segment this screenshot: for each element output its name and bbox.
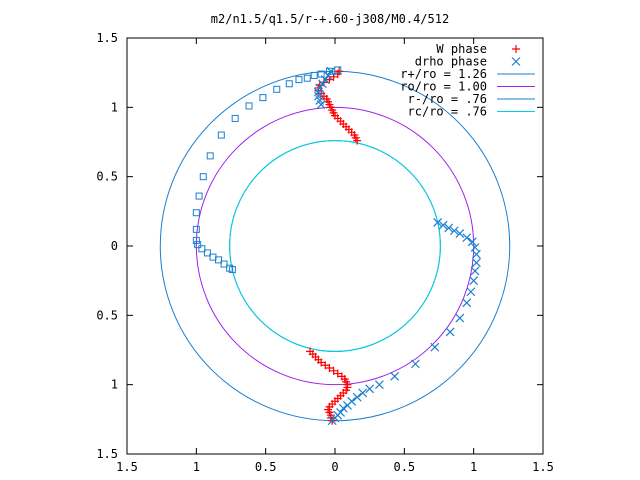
square-point	[303, 74, 311, 82]
drho-phase-point	[472, 249, 481, 259]
legend-marker-sample	[512, 45, 520, 53]
drho-phase-point	[438, 220, 448, 230]
w-phase-point	[333, 369, 342, 378]
legend-label: r-/ro = .76	[408, 92, 487, 106]
w-phase-point	[325, 364, 334, 373]
drho-phase-point	[358, 388, 368, 398]
y-tick-label: 0.5	[96, 170, 118, 184]
square-point	[206, 152, 214, 160]
square-point	[192, 209, 200, 217]
w-phase-point	[329, 366, 338, 375]
drho-phase-point	[466, 287, 476, 297]
legend-label: rc/ro = .76	[408, 105, 487, 119]
drho-phase-point	[433, 218, 443, 227]
reference-circle	[229, 140, 441, 352]
legend-label: W phase	[436, 42, 487, 56]
drho-phase-point	[323, 71, 333, 80]
drho-phase-point	[374, 380, 384, 390]
square-point	[295, 76, 303, 84]
y-tick-label: 1.5	[96, 31, 118, 45]
y-tick-label: 0.5	[96, 308, 118, 322]
square-point	[215, 256, 223, 264]
square-point	[192, 236, 200, 244]
drho-phase-point	[445, 327, 455, 337]
w-phase-point	[333, 70, 342, 79]
y-tick-label: 1.5	[96, 447, 118, 461]
square-point	[198, 245, 206, 253]
square-point	[334, 66, 342, 74]
drho-phase-point	[343, 401, 352, 410]
drho-phase-point	[316, 100, 326, 109]
drho-phase-point	[365, 384, 375, 394]
chart-title: m2/n1.5/q1.5/r-+.60-j308/M0.4/512	[211, 12, 449, 26]
legend-label: ro/ro = 1.00	[400, 80, 487, 94]
square-point	[220, 260, 228, 268]
drho-phase-point	[411, 359, 420, 369]
square-point	[192, 225, 200, 233]
square-point	[194, 241, 202, 249]
x-tick-label: 1.5	[116, 460, 138, 474]
axis-ticks: 1.5 1 0.5 0 0.5 1 1.51.510.500.511.5	[96, 31, 554, 474]
w-phase-point	[353, 136, 362, 145]
reference-circle	[159, 70, 511, 422]
square-point	[285, 80, 293, 88]
drho-phase-point	[470, 266, 480, 276]
drho-phase-point	[318, 79, 327, 89]
data-markers	[192, 66, 481, 426]
legend-label: r+/ro = 1.26	[400, 67, 487, 81]
square-point	[203, 249, 211, 257]
square-point	[325, 67, 333, 75]
drho-phase-point	[444, 223, 454, 233]
drho-phase-point	[352, 392, 362, 402]
x-tick-label: 0.5	[393, 460, 415, 474]
w-phase-point	[317, 358, 326, 367]
drho-phase-point	[470, 242, 480, 252]
drho-phase-point	[449, 226, 459, 236]
drho-phase-point	[472, 258, 481, 268]
x-tick-label: 1	[470, 460, 477, 474]
square-point	[231, 114, 239, 122]
drho-phase-point	[462, 298, 472, 308]
drho-phase-point	[467, 237, 477, 247]
square-point	[273, 85, 281, 93]
square-point	[310, 71, 318, 79]
reference-circles	[159, 70, 511, 422]
drho-phase-point	[338, 403, 348, 413]
square-point	[217, 131, 225, 139]
y-tick-label: 1	[111, 100, 118, 114]
drho-phase-point	[455, 229, 465, 238]
y-tick-label: 0	[111, 239, 118, 253]
square-point	[195, 192, 203, 200]
drho-phase-point	[455, 313, 465, 323]
square-point	[199, 173, 207, 181]
x-tick-label: 0.5	[255, 460, 277, 474]
x-tick-label: 1.5	[532, 460, 554, 474]
square-point	[245, 102, 253, 110]
drho-phase-point	[327, 416, 337, 426]
legend-marker-sample	[511, 57, 521, 66]
w-phase-point	[321, 361, 330, 370]
x-tick-label: 0	[331, 460, 338, 474]
legend-label: drho phase	[415, 55, 487, 69]
drho-phase-point	[390, 371, 400, 381]
drho-phase-point	[469, 276, 479, 286]
square-point	[317, 70, 325, 78]
square-point	[259, 94, 267, 102]
y-tick-label: 1	[111, 378, 118, 392]
reference-circle	[229, 140, 441, 352]
reference-circle	[195, 106, 475, 386]
x-tick-label: 1	[193, 460, 200, 474]
drho-phase-point	[430, 342, 440, 352]
square-point	[228, 266, 236, 274]
drho-phase-point	[313, 87, 323, 97]
drho-phase-point	[462, 233, 472, 243]
